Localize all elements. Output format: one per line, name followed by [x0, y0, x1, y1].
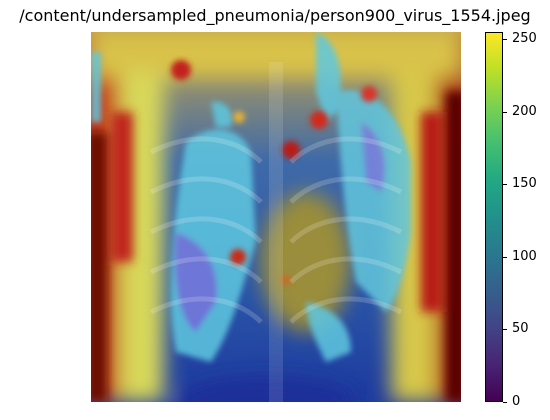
colorbar-tick-mark	[503, 329, 507, 330]
colorbar-tick-mark	[503, 402, 507, 403]
colorbar-tick-label: 200	[512, 104, 537, 119]
colorbar-tick-label: 0	[512, 394, 521, 409]
colorbar-tick-mark	[503, 112, 507, 113]
colorbar-tick-label: 150	[512, 176, 537, 191]
colorbar-tick-label: 50	[512, 321, 529, 336]
colorbar-tick-label: 100	[512, 249, 537, 264]
colorbar-tick-mark	[503, 257, 507, 258]
colorbar-tick-mark	[503, 184, 507, 185]
heatmap-image	[91, 32, 461, 402]
colorbar-tick-mark	[503, 39, 507, 40]
xray-heatmap-overlay	[91, 32, 461, 402]
colorbar-tick-label: 250	[512, 31, 537, 46]
colorbar	[485, 32, 503, 402]
figure-title: /content/undersampled_pneumonia/person90…	[19, 6, 531, 25]
